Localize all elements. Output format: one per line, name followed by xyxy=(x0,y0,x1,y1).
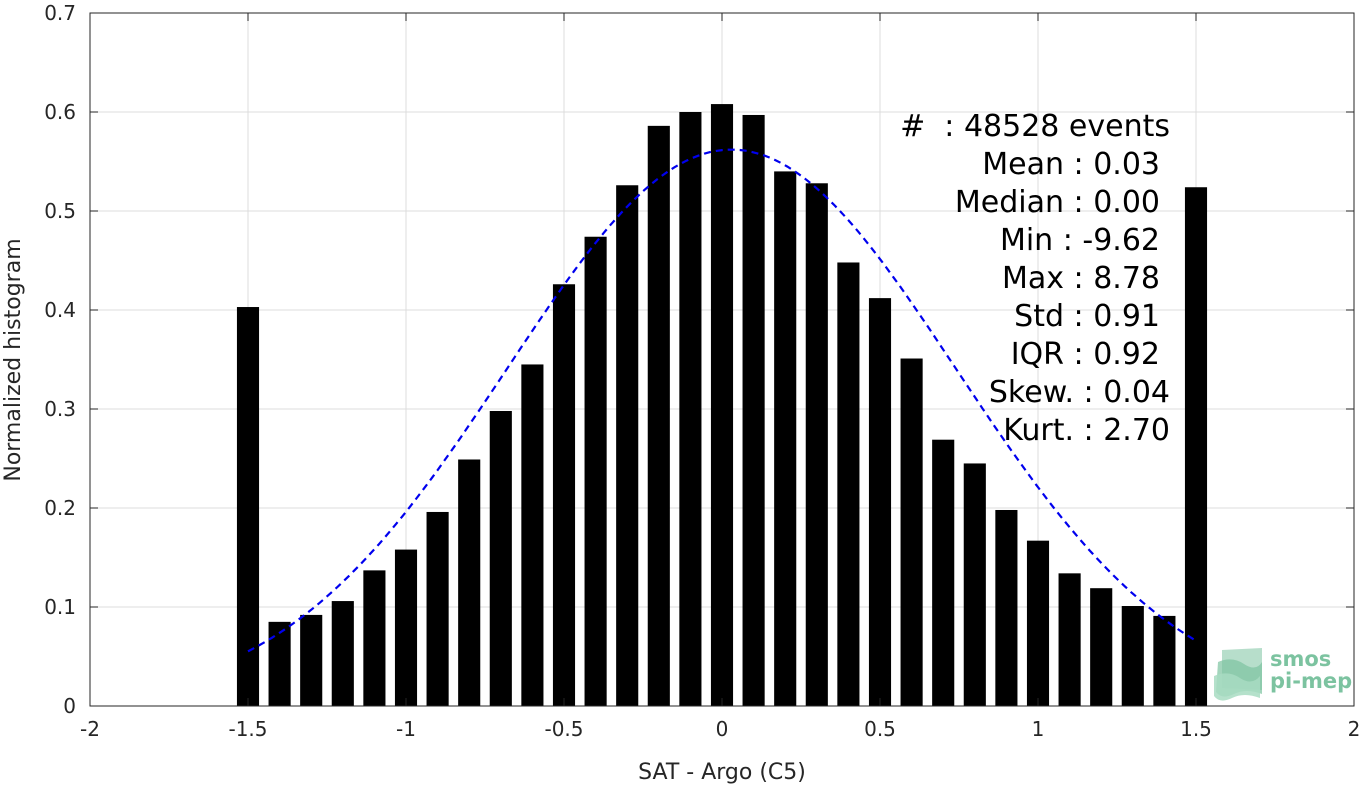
histogram-bar xyxy=(552,284,576,706)
y-tick-label: 0.1 xyxy=(44,595,76,619)
histogram-bar xyxy=(331,601,354,706)
stat-std: Std : 0.91 xyxy=(1014,299,1160,334)
x-tick-label: 0.5 xyxy=(864,717,896,741)
histogram-bar xyxy=(774,171,797,706)
x-tick-label: -0.5 xyxy=(544,717,583,741)
histogram-bar xyxy=(1184,187,1208,707)
histogram-bar xyxy=(805,183,828,706)
y-axis-label: Normalized histogram xyxy=(1,238,26,481)
stats-annotation: # : 48528 events Mean : 0.03 Median : 0.… xyxy=(900,109,1170,448)
histogram-bars xyxy=(236,104,1208,707)
x-tick-label: -2 xyxy=(80,717,100,741)
x-tick-label: -1.5 xyxy=(228,717,267,741)
logo-text-line2: pi-mep xyxy=(1270,669,1352,693)
y-tick-label: 0.4 xyxy=(44,298,76,322)
histogram-bar xyxy=(710,104,734,706)
x-axis-label: SAT - Argo (C5) xyxy=(638,760,806,785)
histogram-bar xyxy=(995,509,1018,706)
y-tick-label: 0.5 xyxy=(44,199,76,223)
histogram-bar xyxy=(1153,615,1176,706)
histogram-bar xyxy=(426,511,449,706)
histogram-bar xyxy=(1058,573,1081,706)
histogram-bar xyxy=(268,621,291,706)
histogram-bar xyxy=(900,358,923,706)
y-tick-label: 0.7 xyxy=(44,1,76,25)
gaussian-fit-curve xyxy=(247,148,1197,653)
histogram-bar xyxy=(584,236,607,707)
stat-kurt: Kurt. : 2.70 xyxy=(1003,413,1170,448)
histogram-bar xyxy=(963,463,986,706)
histogram-bar xyxy=(679,112,702,706)
y-tick-label: 0.3 xyxy=(44,397,76,421)
histogram-bar xyxy=(647,125,670,707)
stat-max: Max : 8.78 xyxy=(1002,261,1160,296)
histogram-bar xyxy=(932,439,955,706)
x-tick-label: -1 xyxy=(396,717,416,741)
x-axis-ticks: -2 -1.5 -1 -0.5 0 0.5 1 1.5 2 xyxy=(80,13,1360,741)
x-tick-label: 2 xyxy=(1348,717,1361,741)
y-tick-label: 0.2 xyxy=(44,496,76,520)
histogram-bar xyxy=(1026,540,1050,706)
histogram-bar xyxy=(300,614,323,706)
histogram-bar xyxy=(616,185,639,706)
logo-wave-icon xyxy=(1214,648,1262,701)
histogram-bar xyxy=(1121,606,1144,706)
y-axis-ticks: 0 0.1 0.2 0.3 0.4 0.5 0.6 0.7 xyxy=(44,1,1354,718)
histogram-bar xyxy=(236,307,260,706)
histogram-bar xyxy=(1090,588,1113,706)
x-tick-label: 0 xyxy=(716,717,729,741)
histogram-bar xyxy=(868,298,892,706)
histogram-bar xyxy=(363,570,386,706)
stat-count: # : 48528 events xyxy=(900,109,1170,144)
stat-min: Min : -9.62 xyxy=(1000,223,1160,258)
histogram-bar xyxy=(521,364,544,706)
histogram-bar xyxy=(394,549,418,706)
stat-median: Median : 0.00 xyxy=(955,185,1160,220)
smos-pimep-logo: smos pi-mep xyxy=(1214,647,1352,701)
stat-mean: Mean : 0.03 xyxy=(982,147,1160,182)
y-tick-label: 0.6 xyxy=(44,100,76,124)
logo-text-line1: smos xyxy=(1270,647,1331,671)
y-tick-label: 0 xyxy=(63,694,76,718)
stat-skew: Skew. : 0.04 xyxy=(989,375,1170,410)
stat-iqr: IQR : 0.92 xyxy=(1011,337,1160,372)
x-tick-label: 1.5 xyxy=(1180,717,1212,741)
histogram-bar xyxy=(489,410,512,706)
histogram-bar xyxy=(837,262,860,706)
histogram-bar xyxy=(458,459,481,706)
histogram-bar xyxy=(742,114,765,707)
x-tick-label: 1 xyxy=(1032,717,1045,741)
